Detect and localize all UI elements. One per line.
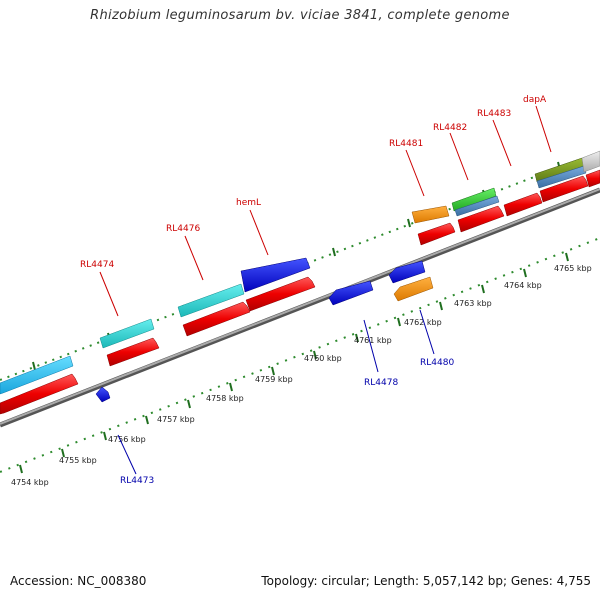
gene-blue-reverse xyxy=(388,260,426,284)
gene-label-rl4482: RL4482 xyxy=(433,123,467,133)
tick-label: 4761 kbp xyxy=(354,336,392,345)
gene-steel xyxy=(454,195,500,217)
gene-label-heml: hemL xyxy=(236,198,261,208)
tick-label: 4754 kbp xyxy=(11,478,49,487)
tick-label: 4762 kbp xyxy=(404,318,442,327)
gene-label-rl4473: RL4473 xyxy=(120,476,154,486)
gene-red-arrow xyxy=(539,175,589,203)
gene-steel xyxy=(536,165,587,189)
gene-orange-reverse xyxy=(393,276,434,302)
tick-label: 4758 kbp xyxy=(206,394,244,403)
gene-red-arrow xyxy=(0,373,79,415)
tick-label: 4755 kbp xyxy=(59,456,97,465)
forward-gene-labels: RL4474 RL4476 hemL RL4481 RL4482 RL4483 … xyxy=(80,95,552,317)
gene-cyan xyxy=(99,318,155,349)
tick-label: 4756 kbp xyxy=(108,435,146,444)
tick-label: 4765 kbp xyxy=(554,264,592,273)
tick-label: 4757 kbp xyxy=(157,415,195,424)
gene-sky xyxy=(0,355,74,395)
reverse-genes xyxy=(95,260,434,403)
gene-red-arrow xyxy=(245,276,316,312)
gene-label-rl4474: RL4474 xyxy=(80,260,114,270)
inner-dotted-scale xyxy=(0,237,600,474)
tick-label: 4759 kbp xyxy=(255,375,293,384)
gene-red-arrow xyxy=(182,301,251,337)
gene-label-dapa: dapA xyxy=(523,95,547,105)
gene-green xyxy=(451,187,497,212)
gene-grey xyxy=(581,150,600,173)
forward-cog-genes xyxy=(0,150,600,395)
reverse-gene-labels: RL4473 RL4478 RL4480 xyxy=(117,309,454,486)
forward-red-genes xyxy=(0,169,600,415)
gene-red-arrow xyxy=(503,192,543,217)
tick-labels: 4754 kbp 4755 kbp 4756 kbp 4757 kbp 4758… xyxy=(11,264,592,487)
gene-label-rl4476: RL4476 xyxy=(166,224,200,234)
genome-title: Rhizobium leguminosarum bv. viciae 3841,… xyxy=(90,8,510,23)
accession-text: Accession: NC_008380 xyxy=(10,574,147,588)
gene-blue-reverse xyxy=(328,280,374,306)
genome-summary-text: Topology: circular; Length: 5,057,142 bp… xyxy=(261,574,591,588)
gene-blue-reverse xyxy=(95,386,111,403)
gene-label-rl4478: RL4478 xyxy=(364,378,398,388)
gene-red-arrow xyxy=(106,337,160,367)
tick-label: 4760 kbp xyxy=(304,354,342,363)
gene-blue xyxy=(240,257,311,293)
gene-red-arrow xyxy=(457,205,505,233)
gene-label-rl4481: RL4481 xyxy=(389,139,423,149)
gene-red-arrow xyxy=(417,222,456,246)
backbone xyxy=(0,187,600,428)
tick-label: 4764 kbp xyxy=(504,281,542,290)
tick-label: 4763 kbp xyxy=(454,299,492,308)
gene-red-arrow xyxy=(585,169,600,188)
gene-orange xyxy=(411,205,450,224)
gene-cyan xyxy=(177,283,245,318)
gene-label-rl4480: RL4480 xyxy=(420,358,454,368)
gene-label-rl4483: RL4483 xyxy=(477,109,511,119)
